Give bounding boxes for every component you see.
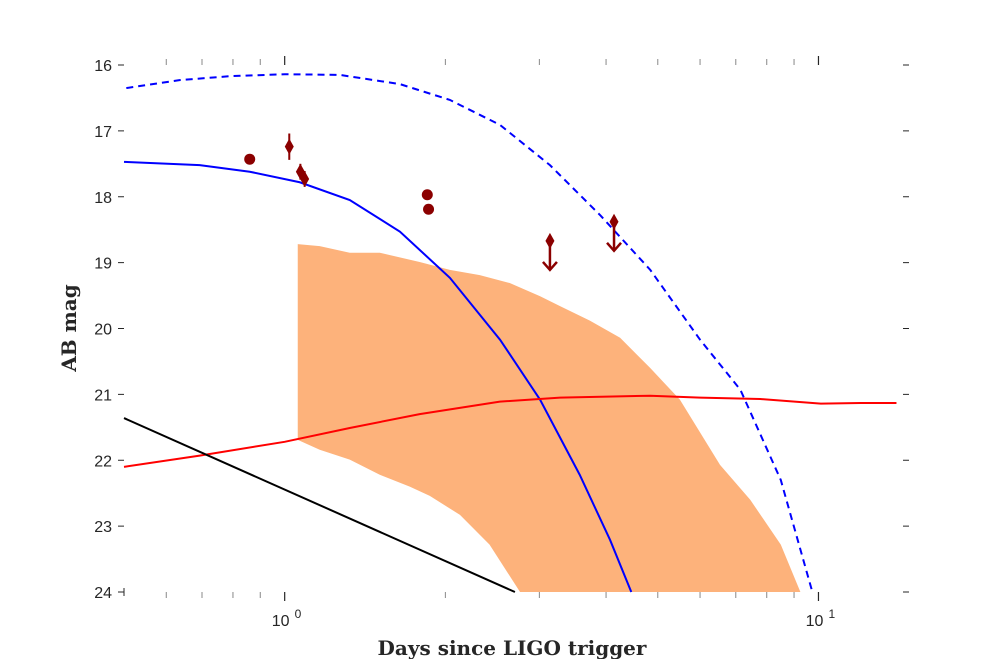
x-axis-label: Days since LIGO trigger bbox=[378, 636, 647, 659]
x-tick-exponent: 0 bbox=[295, 607, 302, 621]
upper-limit-arrowhead bbox=[541, 261, 558, 272]
x-tick-exponent: 1 bbox=[828, 607, 835, 621]
data-point bbox=[423, 203, 435, 215]
observations-layer bbox=[244, 133, 622, 272]
y-tick-label: 23 bbox=[94, 519, 112, 536]
x-tick-label: 10 bbox=[272, 613, 290, 630]
data-point bbox=[244, 153, 256, 165]
y-axis-label: AB mag bbox=[57, 284, 81, 373]
x-tick-label: 10 bbox=[806, 613, 824, 630]
model-curve-1 bbox=[126, 73, 814, 593]
data-point bbox=[284, 138, 294, 155]
data-point bbox=[421, 189, 433, 201]
model-curve-0 bbox=[123, 160, 633, 593]
y-tick-label: 16 bbox=[94, 58, 112, 75]
model-curves-layer bbox=[123, 73, 897, 593]
y-tick-label: 22 bbox=[94, 453, 112, 470]
model-curve-3 bbox=[123, 417, 516, 593]
data-point bbox=[609, 213, 619, 230]
y-tick-label: 17 bbox=[94, 124, 112, 141]
y-tick-label: 20 bbox=[94, 322, 112, 339]
data-point bbox=[300, 170, 310, 187]
upper-limit-arrowhead bbox=[606, 241, 622, 253]
model-curve-2 bbox=[123, 394, 897, 468]
y-tick-label: 19 bbox=[94, 256, 112, 273]
y-tick-label: 18 bbox=[94, 190, 112, 207]
y-tick-label: 24 bbox=[94, 585, 112, 602]
y-tick-label: 21 bbox=[94, 387, 112, 404]
axes: 16 17 18 19 20 21 22 23 24 10 0 10 1 bbox=[94, 56, 909, 630]
data-point bbox=[545, 232, 555, 249]
